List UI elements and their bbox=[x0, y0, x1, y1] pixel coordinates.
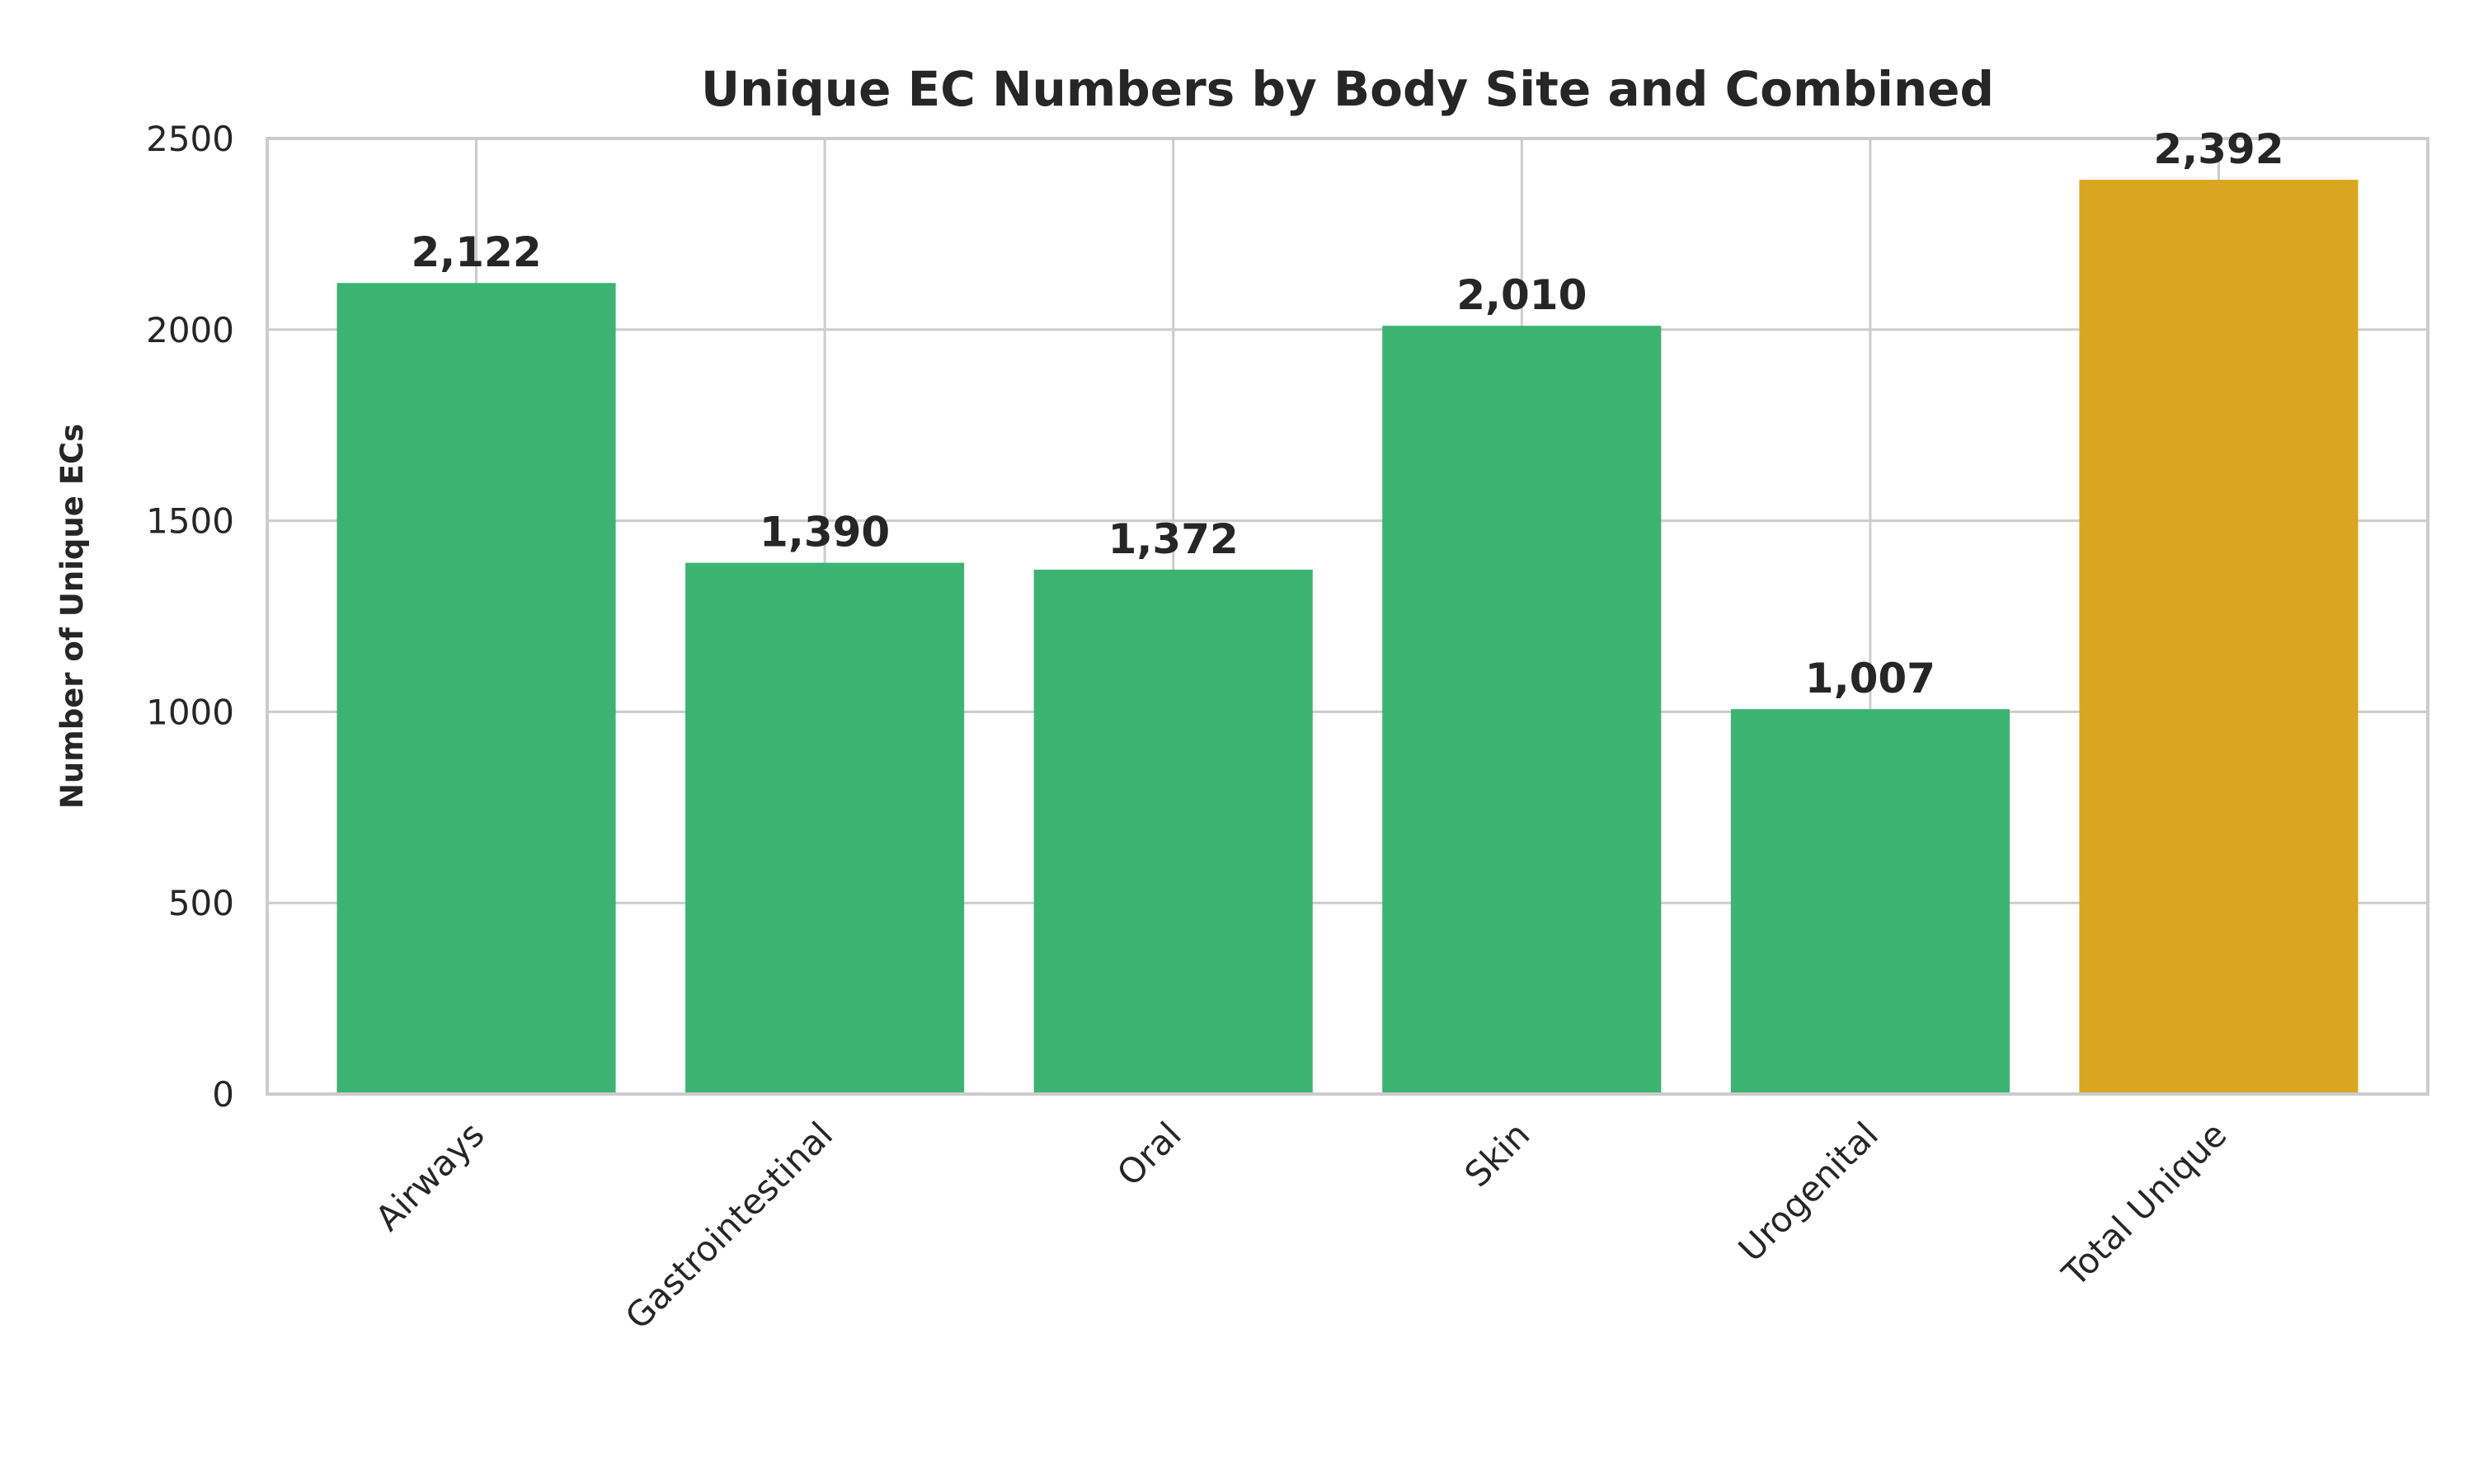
bar-value-label: 2,010 bbox=[1456, 271, 1587, 319]
bar-value-label: 2,122 bbox=[411, 228, 541, 276]
bar-airways bbox=[336, 283, 616, 1094]
bar-value-label: 1,390 bbox=[760, 509, 890, 556]
y-tick-labels: 0 500 1000 1500 2000 2500 bbox=[146, 119, 234, 1115]
bar-oral bbox=[1033, 569, 1313, 1094]
x-tick-label: Airways bbox=[368, 1114, 492, 1238]
bar-layer bbox=[336, 180, 2359, 1094]
y-tick-label: 0 bbox=[212, 1074, 234, 1115]
plot-frame bbox=[266, 137, 2429, 1096]
bar-value-label: 1,372 bbox=[1108, 515, 1239, 563]
value-labels: 2,122 1,390 1,372 2,010 1,007 2,392 bbox=[411, 125, 2284, 702]
chart-title: Unique EC Numbers by Body Site and Combi… bbox=[701, 61, 1994, 117]
bar-gastrointestinal bbox=[685, 562, 965, 1094]
bar-urogenital bbox=[1730, 709, 2010, 1094]
x-tick-labels: Airways Gastrointestinal Oral Skin Urogenita… bbox=[368, 1114, 2235, 1336]
x-tick-label: Total Unique bbox=[2054, 1114, 2235, 1294]
bar-value-label: 2,392 bbox=[2153, 125, 2284, 173]
y-tick-label: 500 bbox=[168, 883, 234, 923]
bar-skin bbox=[1382, 326, 1662, 1094]
y-tick-label: 1000 bbox=[146, 692, 234, 732]
y-tick-label: 1500 bbox=[146, 501, 234, 542]
x-tick-label: Gastrointestinal bbox=[618, 1114, 840, 1336]
x-tick-label: Skin bbox=[1457, 1114, 1538, 1195]
y-tick-label: 2000 bbox=[146, 310, 234, 350]
bar-total-unique bbox=[2079, 180, 2359, 1094]
y-tick-label: 2500 bbox=[146, 119, 234, 159]
x-tick-label: Oral bbox=[1109, 1114, 1189, 1194]
bar-value-label: 1,007 bbox=[1805, 655, 1935, 702]
y-axis-title: Number of Unique ECs bbox=[54, 424, 90, 809]
x-tick-label: Urogenital bbox=[1731, 1114, 1886, 1269]
